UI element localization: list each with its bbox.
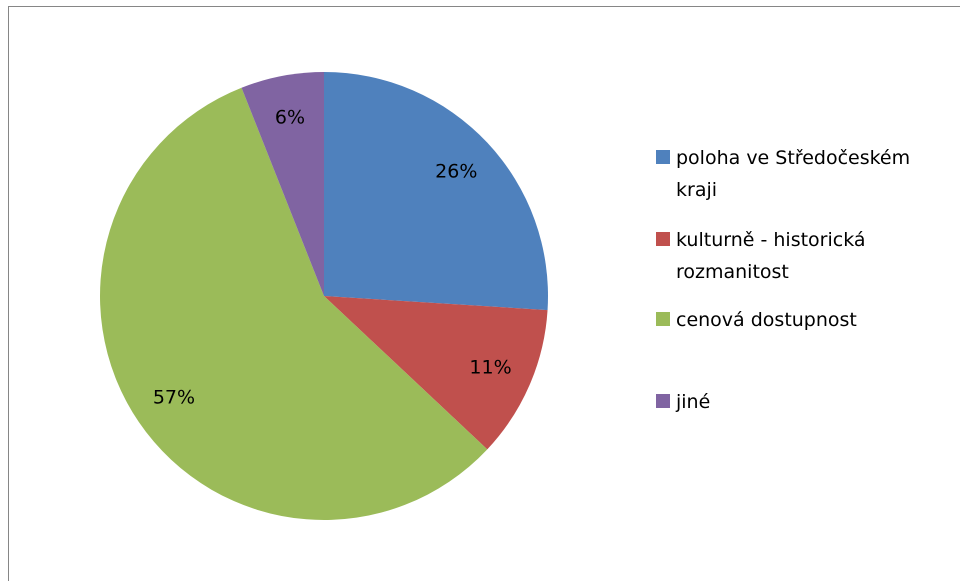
legend-label: kulturně - historická rozmanitost — [676, 229, 866, 283]
data-label: 26% — [435, 160, 477, 182]
legend-label: jiné — [676, 391, 711, 413]
data-label: 11% — [469, 357, 511, 379]
data-label: 57% — [153, 386, 195, 408]
legend-label: poloha ve Středočeském kraji — [676, 147, 911, 201]
legend-item: jiné — [656, 386, 956, 418]
legend-item: cenová dostupnost — [656, 304, 956, 336]
legend-item: kulturně - historická rozmanitost — [656, 224, 956, 288]
data-label: 6% — [275, 106, 305, 128]
pie-slice — [100, 87, 488, 520]
legend-item: poloha ve Středočeském kraji — [656, 142, 956, 206]
legend-label: cenová dostupnost — [676, 309, 857, 331]
pie-slice — [241, 72, 324, 296]
legend-swatch — [656, 312, 670, 326]
legend-swatch — [656, 232, 670, 246]
pie-slice — [324, 296, 548, 450]
chart-border — [8, 6, 960, 581]
pie-slice — [324, 72, 548, 311]
legend-swatch — [656, 150, 670, 164]
legend-swatch — [656, 394, 670, 408]
